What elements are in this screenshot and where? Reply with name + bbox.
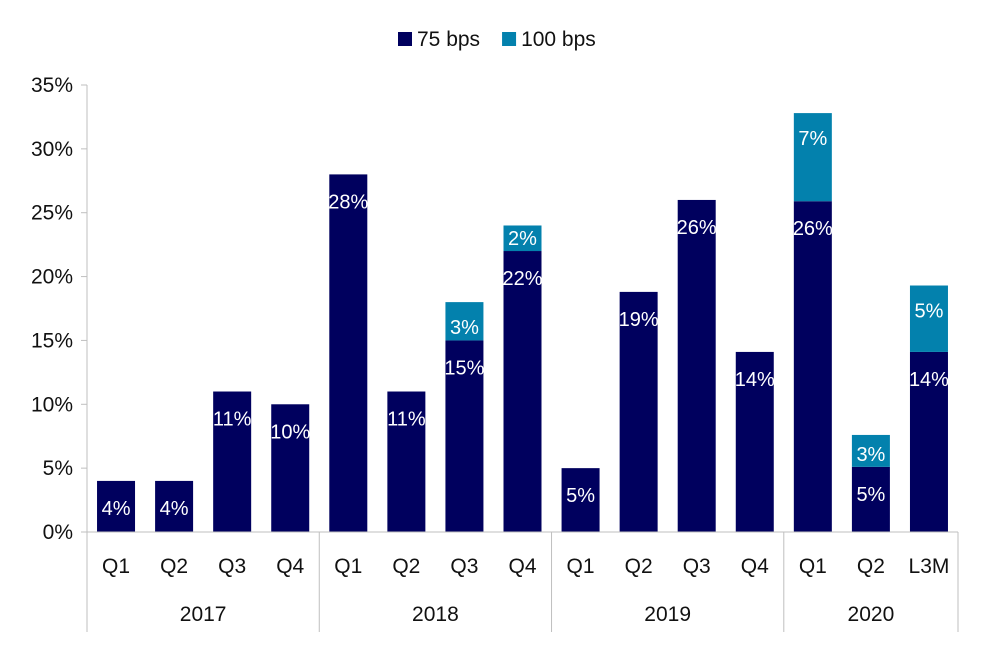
legend: 75 bps 100 bps [398,28,596,51]
bar-75-bps-12 [735,351,774,532]
x-tick-label: Q3 [683,555,711,578]
y-axis: 0% 5% 10% 15% 20% 25% 30% 35% [31,74,88,544]
y-tick-label: 5% [43,457,73,480]
bar-75-bps-5 [329,174,368,532]
bars [97,113,948,532]
bar-75-bps-15 [909,351,948,532]
data-label: 11% [387,409,426,431]
group-label: 2020 [848,603,895,626]
bar-75-bps-8 [503,251,542,532]
y-tick-label: 30% [31,138,73,161]
bar-75-bps-7 [445,340,484,532]
y-tick-label: 25% [31,202,73,225]
x-tick-label: Q1 [334,555,362,578]
bar-100-bps-8 [503,225,542,252]
x-tick-label: Q1 [799,555,827,578]
x-tick-label: Q4 [508,555,536,578]
data-label: 5% [856,484,885,506]
y-tick-label: 20% [31,266,73,289]
x-tick-label: Q1 [567,555,595,578]
data-label: 26% [677,217,717,239]
x-tick-label: Q4 [741,555,769,578]
y-tick-label: 0% [43,521,73,544]
x-tick-label: Q3 [218,555,246,578]
bar-100-bps-13 [793,113,832,202]
bar-100-bps-15 [909,285,948,352]
x-tick-label: Q3 [450,555,478,578]
x-tick-label: Q4 [276,555,304,578]
data-label: 5% [566,485,595,507]
bar-75-bps-4 [271,404,310,532]
bar-75-bps-11 [677,199,716,532]
bar-75-bps-3 [213,391,252,532]
bar-100-bps-14 [851,434,890,467]
x-tick-label: Q2 [392,555,420,578]
x-tick-label: Q2 [857,555,885,578]
x-tick-label: Q2 [625,555,653,578]
group-label: 2019 [644,603,691,626]
data-label: 7% [798,128,827,150]
x-tick-label: Q1 [102,555,130,578]
bar-75-bps-9 [561,468,600,532]
x-tick-label: Q2 [160,555,188,578]
bar-75-bps-14 [851,466,890,532]
bar-75-bps-10 [619,291,658,532]
bar-75-bps-1 [97,480,136,532]
bar-75-bps-6 [387,391,426,532]
data-label: 15% [444,357,484,379]
data-label: 2% [508,228,537,250]
data-label: 10% [270,421,310,443]
data-label: 11% [213,409,252,431]
data-label: 3% [856,444,885,466]
data-label: 22% [502,268,542,290]
data-label: 14% [909,369,949,391]
data-label: 28% [328,191,368,213]
data-label: 4% [102,498,131,520]
data-labels: 4% 4% 11% 10% 28% 11% 15% 22% 5% 19% 26% 14% 26% 5% 14… [102,128,950,520]
legend-swatch [502,32,517,46]
data-label: 26% [793,218,833,240]
x-tick-label: L3M [909,555,950,578]
data-label: 3% [450,317,479,339]
bar-100-bps-7 [445,302,484,341]
y-tick-label: 15% [31,329,73,352]
y-tick-label: 10% [31,393,73,416]
group-label: 2017 [180,603,227,626]
data-label: 5% [915,301,944,323]
group-label: 2018 [412,603,459,626]
legend-swatch [398,32,412,46]
bar-75-bps-13 [793,201,832,532]
bar-75-bps-2 [155,480,194,532]
x-axis: Q1 Q2 Q3 Q4 Q1 Q2 Q3 Q4 Q1 Q2 Q3 Q4 Q1 Q2 L3M 2017 2018 2… [86,531,959,632]
legend-label: 100 bps [521,28,596,51]
data-label: 19% [619,309,659,331]
legend-label: 75 bps [417,28,480,51]
y-tick-label: 35% [31,74,73,97]
data-label: 14% [735,369,775,391]
data-label: 4% [160,498,189,520]
